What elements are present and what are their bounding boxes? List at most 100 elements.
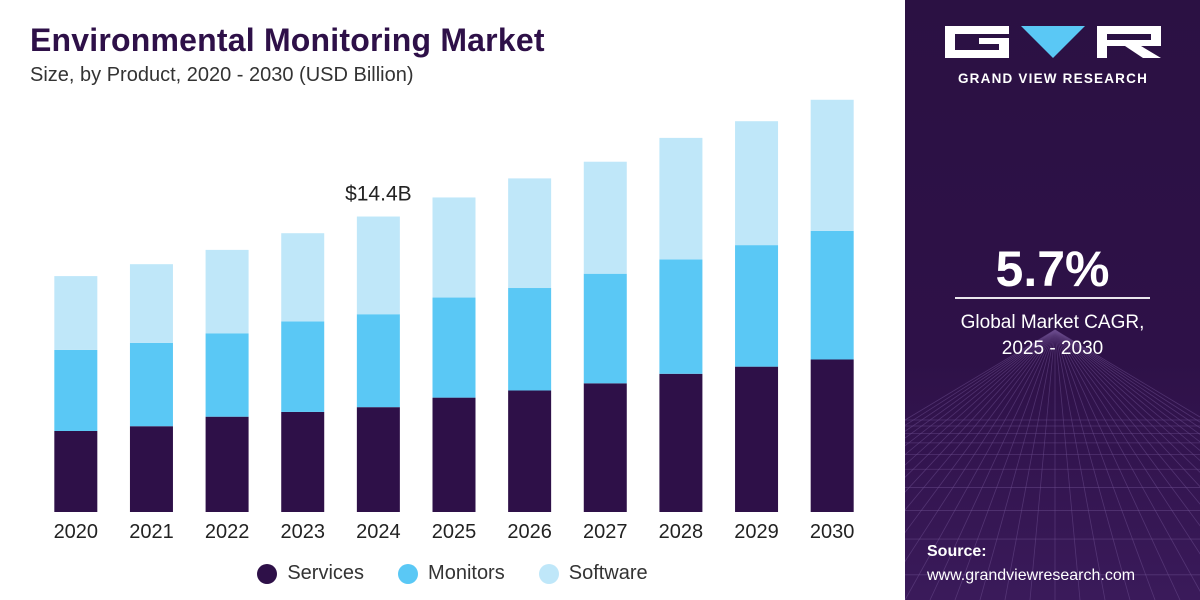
source-url: www.grandviewresearch.com — [927, 567, 1136, 584]
bar-monitors-2030 — [810, 230, 854, 360]
grid-line — [1054, 329, 1200, 435]
grid-line — [905, 329, 1056, 534]
bar-monitors-2027 — [583, 273, 627, 384]
x-tick-label: 2029 — [734, 521, 779, 543]
grid-line — [905, 329, 1056, 447]
grid-line — [905, 329, 1056, 439]
bar-services-2022 — [205, 416, 249, 512]
x-tick-label: 2027 — [583, 521, 628, 543]
bar-software-2024 — [356, 216, 400, 315]
grid-line — [905, 329, 1056, 563]
grid-line — [905, 329, 1056, 600]
chart-legend: Services Monitors Software — [0, 562, 905, 585]
bar-monitors-2020 — [54, 349, 98, 431]
bar-software-2020 — [54, 276, 98, 350]
legend-item-services: Services — [257, 562, 364, 585]
grid-line — [1054, 329, 1200, 451]
cagr-value: 5.7% — [995, 241, 1110, 297]
grid-line — [1054, 329, 1200, 462]
bar-software-2030 — [810, 99, 854, 231]
bar-software-2029 — [735, 121, 779, 246]
bar-monitors-2028 — [659, 259, 703, 374]
grand-view-research-logo — [945, 26, 1161, 58]
bar-services-2021 — [129, 426, 173, 512]
source-label: Source: — [927, 543, 987, 560]
grid-line — [905, 329, 1056, 426]
grid-line — [1029, 329, 1056, 600]
bar-total-annotation: $14.4B — [345, 183, 412, 206]
cagr-caption-line1: Global Market CAGR, — [960, 312, 1145, 333]
bar-services-2028 — [659, 373, 703, 512]
grid-line — [1054, 329, 1200, 443]
bar-services-2025 — [432, 397, 476, 512]
bar-software-2023 — [281, 233, 325, 322]
grid-line — [1054, 329, 1200, 505]
bar-software-2025 — [432, 197, 476, 298]
bar-software-2027 — [583, 161, 627, 274]
cagr-divider — [955, 297, 1150, 299]
stacked-bar-chart: 2020 2021 2022 2023 2024 $14.4B 2025 2026 2027 20… — [54, 99, 855, 543]
cagr-caption-line2: 2025 - 2030 — [1001, 338, 1104, 359]
grid-line — [905, 329, 1056, 466]
x-tick-label: 2020 — [54, 521, 99, 543]
bar-services-2029 — [735, 366, 779, 512]
bar-software-2021 — [129, 264, 173, 343]
grid-background — [905, 329, 1200, 600]
grid-line — [1054, 329, 1200, 555]
grid-line — [1054, 329, 1131, 600]
legend-label: Monitors — [428, 562, 505, 584]
x-tick-label: 2021 — [129, 521, 174, 543]
grid-line — [1054, 329, 1200, 429]
legend-label: Services — [287, 562, 365, 584]
grid-line — [1054, 329, 1200, 527]
chart-subtitle: Size, by Product, 2020 - 2030 (USD Billi… — [30, 64, 414, 86]
x-tick-label: 2024 — [356, 521, 401, 543]
grid-line — [1054, 329, 1081, 600]
bar-services-2027 — [583, 383, 627, 512]
bar-software-2026 — [508, 178, 552, 289]
grid-line — [1054, 329, 1200, 418]
bar-services-2026 — [508, 390, 552, 512]
bar-software-2028 — [659, 137, 703, 260]
legend-label: Software — [568, 562, 648, 584]
chart-title: Environmental Monitoring Market — [30, 22, 545, 58]
grid-line — [1004, 329, 1056, 600]
bar-monitors-2021 — [129, 342, 173, 427]
x-tick-label: 2030 — [810, 521, 855, 543]
grid-line — [1054, 329, 1200, 488]
side-panel: GRAND VIEW RESEARCH 5.7% Global Market C… — [905, 0, 1200, 600]
grid-line — [954, 329, 1056, 600]
legend-swatch — [398, 563, 419, 584]
logo-tagline: GRAND VIEW RESEARCH — [957, 71, 1149, 86]
grid-line — [905, 329, 1056, 432]
bar-monitors-2029 — [735, 245, 779, 367]
x-tick-label: 2023 — [280, 521, 325, 543]
x-tick-label: 2022 — [205, 521, 250, 543]
x-tick-label: 2028 — [659, 521, 704, 543]
grid-line — [1054, 329, 1200, 423]
grid-line — [1054, 329, 1156, 600]
grid-line — [1054, 329, 1200, 592]
bar-services-2024 — [356, 407, 400, 512]
grid-line — [1054, 329, 1181, 600]
bar-monitors-2022 — [205, 333, 249, 417]
cagr-caption: Global Market CAGR, 2025 - 2030 — [905, 310, 1200, 362]
bar-monitors-2026 — [508, 288, 552, 391]
x-tick-label: 2025 — [432, 521, 477, 543]
grid-line — [905, 329, 1056, 478]
grid-line — [979, 329, 1056, 600]
legend-swatch — [257, 563, 278, 584]
bar-services-2020 — [54, 430, 98, 512]
bar-software-2022 — [205, 249, 249, 334]
legend-item-software: Software — [538, 562, 648, 585]
bar-monitors-2024 — [356, 314, 400, 408]
grid-line — [1054, 329, 1106, 600]
x-tick-label: 2026 — [507, 521, 552, 543]
legend-item-monitors: Monitors — [398, 562, 505, 585]
grid-line — [905, 329, 1056, 493]
grid-line — [905, 329, 1056, 421]
legend-swatch — [538, 563, 559, 584]
bar-services-2023 — [281, 411, 325, 512]
grid-line — [905, 329, 1056, 456]
